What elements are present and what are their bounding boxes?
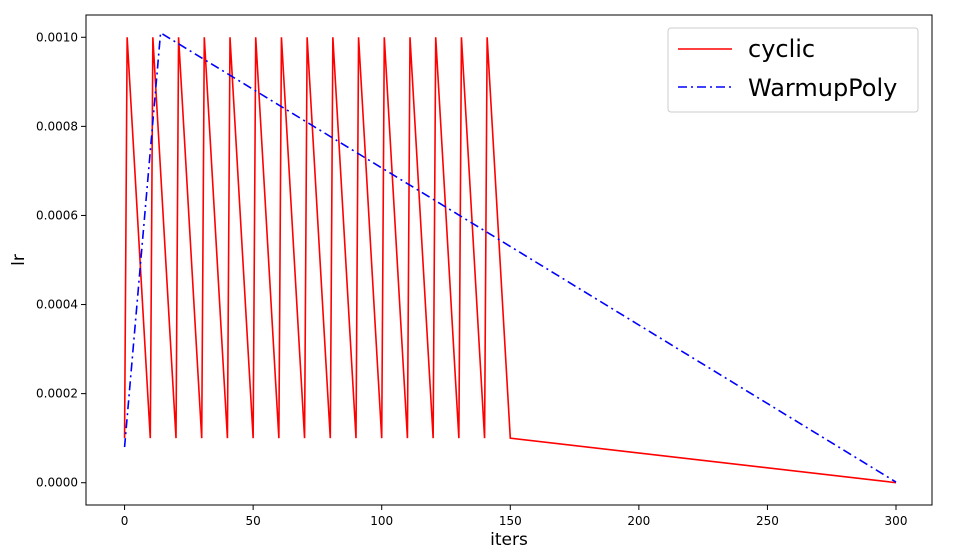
x-axis-ticks: 0 50 100 150 200 250 300 bbox=[121, 505, 908, 528]
x-tick-label: 100 bbox=[370, 514, 393, 528]
plot-frame bbox=[85, 14, 933, 506]
legend-label-warmuppoly: WarmupPoly bbox=[748, 74, 897, 102]
series-line-cyclic bbox=[123, 37, 897, 484]
legend-label-cyclic: cyclic bbox=[748, 35, 815, 63]
y-tick-label: 0.0006 bbox=[36, 208, 78, 222]
series-line-warmuppoly bbox=[123, 31, 897, 483]
x-axis-label: iters bbox=[490, 530, 528, 550]
y-tick-label: 0.0010 bbox=[36, 30, 78, 44]
x-tick-label: 50 bbox=[246, 514, 261, 528]
y-tick-label: 0.0004 bbox=[36, 298, 78, 312]
y-axis-ticks: 0.0000 0.0002 0.0004 0.0006 0.0008 0.0010 bbox=[36, 30, 86, 490]
plot-lines bbox=[123, 31, 897, 484]
y-tick-label: 0.0008 bbox=[36, 119, 78, 133]
x-tick-label: 250 bbox=[756, 514, 779, 528]
x-tick-label: 0 bbox=[121, 514, 129, 528]
y-axis-label: lr bbox=[9, 254, 29, 266]
x-tick-label: 150 bbox=[499, 514, 522, 528]
x-tick-label: 300 bbox=[885, 514, 908, 528]
y-tick-label: 0.0002 bbox=[36, 387, 78, 401]
x-tick-label: 200 bbox=[627, 514, 650, 528]
legend: cyclic WarmupPoly bbox=[667, 27, 919, 113]
y-tick-label: 0.0000 bbox=[36, 476, 78, 490]
